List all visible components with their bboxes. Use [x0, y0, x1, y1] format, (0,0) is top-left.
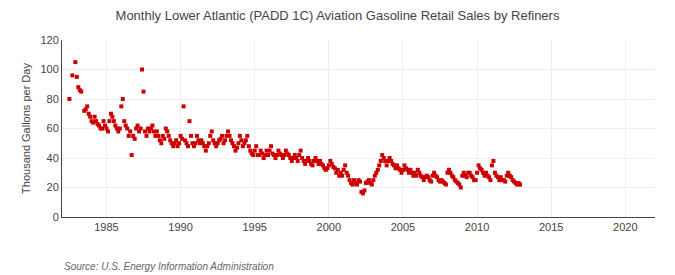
svg-text:80: 80	[47, 93, 59, 105]
svg-text:0: 0	[53, 211, 59, 223]
svg-text:120: 120	[40, 34, 58, 46]
svg-text:1985: 1985	[94, 221, 118, 233]
svg-text:2005: 2005	[391, 221, 415, 233]
svg-text:2000: 2000	[317, 221, 341, 233]
svg-text:2015: 2015	[539, 221, 563, 233]
svg-text:Thousand Gallons per Day: Thousand Gallons per Day	[20, 63, 32, 194]
svg-text:40: 40	[47, 152, 59, 164]
svg-text:60: 60	[47, 122, 59, 134]
svg-text:2020: 2020	[613, 221, 637, 233]
svg-text:Monthly Lower Atlantic (PADD 1: Monthly Lower Atlantic (PADD 1C) Aviatio…	[116, 8, 560, 23]
svg-text:2010: 2010	[465, 221, 489, 233]
svg-text:1990: 1990	[168, 221, 192, 233]
svg-text:1995: 1995	[242, 221, 266, 233]
svg-text:100: 100	[40, 63, 58, 75]
svg-text:Source: U.S. Energy Informatio: Source: U.S. Energy Information Administ…	[64, 261, 274, 272]
svg-text:20: 20	[47, 181, 59, 193]
